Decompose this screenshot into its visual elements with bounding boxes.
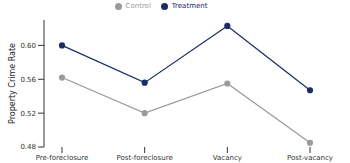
html-text:Treatment: Treatment	[171, 2, 208, 10]
svg-text:Post-foreclosure: Post-foreclosure	[117, 154, 173, 162]
html-text:Control: Control	[125, 2, 151, 10]
svg-text:Pre-foreclosure: Pre-foreclosure	[36, 154, 89, 162]
svg-text:Property Crime Rate: Property Crime Rate	[8, 43, 17, 124]
svg-text:Vacancy: Vacancy	[213, 154, 242, 162]
svg-text:Post-vacancy: Post-vacancy	[287, 154, 333, 162]
svg-text:0.60: 0.60	[20, 42, 36, 50]
svg-text:0.56: 0.56	[20, 76, 36, 84]
svg-text:0.48: 0.48	[20, 143, 36, 151]
svg-text:0.52: 0.52	[20, 110, 36, 118]
